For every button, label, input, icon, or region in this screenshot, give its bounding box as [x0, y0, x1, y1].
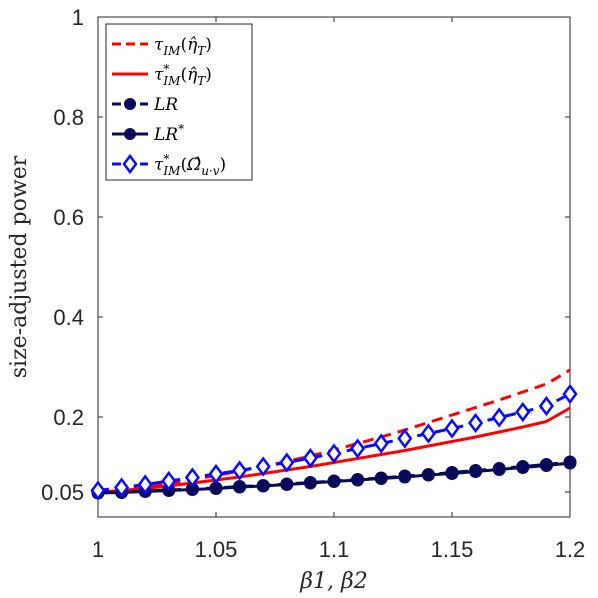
series-marker: [280, 477, 294, 491]
series-marker: [137, 474, 153, 495]
series-marker: [420, 423, 436, 444]
x-tick-label: 1.15: [431, 537, 474, 562]
legend-label: τ* IM(Ω̂u·v): [154, 152, 226, 178]
axis-ticks: 1 1.05 1.1 1.15 1.2 0.05 0.2 0.4 0.6 0.8 1: [41, 5, 585, 562]
y-tick-label: 0.4: [53, 305, 84, 330]
series-marker: [539, 458, 553, 471]
series-marker: [421, 468, 435, 481]
series-marker: [397, 428, 413, 449]
y-tick-label: 0.8: [53, 105, 84, 130]
y-tick-label: 0.2: [53, 405, 84, 430]
legend-marker: [124, 128, 136, 140]
series-marker: [161, 470, 177, 492]
legend-label: τIM(η̂T): [154, 35, 212, 58]
series-marker: [350, 438, 366, 459]
series-marker: [562, 383, 578, 405]
y-tick-label: 0.05: [41, 480, 84, 505]
series-marker: [303, 476, 317, 489]
series-marker: [492, 462, 506, 475]
x-tick-label: 1.05: [195, 537, 238, 562]
x-tick-label: 1.1: [319, 537, 350, 562]
series-marker: [398, 469, 412, 483]
series-marker: [515, 401, 531, 423]
y-tick-label: 1: [72, 5, 84, 30]
series-marker: [516, 460, 530, 473]
series-marker: [114, 477, 130, 498]
series-marker: [444, 418, 460, 439]
x-tick-label: 1.2: [555, 537, 586, 562]
y-axis-label: size-adjusted power: [7, 155, 32, 378]
x-axis-label: β1, β2: [299, 569, 367, 594]
series-marker: [445, 466, 459, 479]
series-marker: [256, 479, 270, 492]
legend-label: τ* IM(η̂T): [154, 62, 212, 88]
legend: τIM(η̂T) τ* IM(η̂T) LR LR* τ* IM(Ω̂u·v): [105, 23, 253, 181]
series-marker: [279, 452, 295, 473]
series-marker: [563, 455, 577, 469]
series-marker: [302, 447, 318, 469]
x-tick-label: 1: [92, 537, 104, 562]
series-marker: [327, 474, 341, 488]
legend-marker: [124, 98, 136, 110]
legend-label: LR: [153, 95, 178, 115]
series-marker: [468, 412, 484, 434]
series-marker: [491, 407, 507, 428]
series-layer: [90, 368, 578, 501]
series-marker: [373, 433, 389, 454]
series-marker: [184, 467, 200, 488]
series-marker: [90, 480, 106, 501]
series-marker: [351, 473, 365, 486]
y-tick-label: 0.6: [53, 205, 84, 230]
series-marker: [232, 460, 248, 481]
legend-marker: [122, 153, 138, 175]
series-marker: [538, 395, 554, 417]
series-marker: [255, 456, 271, 477]
series-marker: [208, 463, 224, 485]
legend-label: LR*: [153, 122, 184, 145]
series-marker: [233, 480, 247, 493]
series-marker: [469, 464, 483, 477]
series-marker: [326, 443, 342, 464]
series-marker: [374, 471, 388, 485]
